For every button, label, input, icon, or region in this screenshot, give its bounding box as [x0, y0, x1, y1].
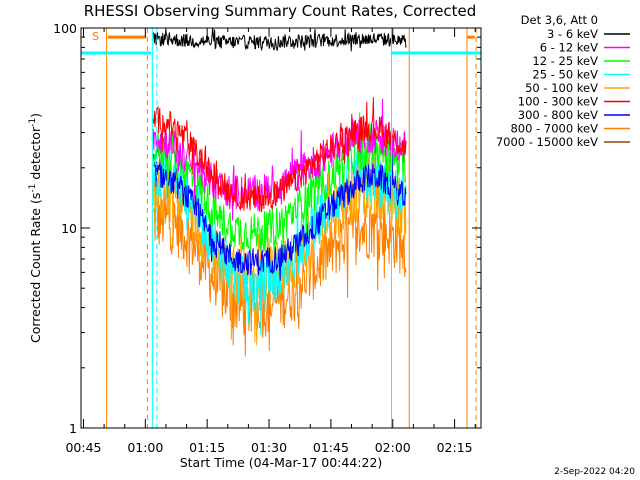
legend-entry-label: 12 - 25 keV	[532, 54, 598, 68]
legend-entry-label: 7000 - 15000 keV	[496, 135, 598, 149]
legend-entry-label: 50 - 100 keV	[525, 81, 598, 95]
footer-timestamp: 2-Sep-2022 04:20	[554, 467, 635, 477]
x-tick-label: 02:15	[437, 440, 473, 455]
legend-entry-label: 25 - 50 keV	[532, 68, 598, 82]
legend-entry-label: 3 - 6 keV	[547, 27, 598, 41]
x-axis-label: Start Time (04-Mar-17 00:44:22)	[180, 455, 383, 470]
x-tick-label: 01:00	[127, 440, 163, 455]
series-layer	[152, 28, 407, 357]
x-tick-label: 02:00	[375, 440, 411, 455]
series-line	[152, 28, 407, 52]
y-tick-label: 1	[69, 421, 77, 436]
y-axis-label: Corrected Count Rate (s-1 detector-1)	[28, 113, 43, 343]
legend-entry-label: 300 - 800 keV	[518, 108, 598, 122]
y-tick-label: 100	[53, 21, 77, 36]
legend-entry-label: 800 - 7000 keV	[510, 122, 598, 136]
x-tick-label: 01:15	[189, 440, 225, 455]
y-axis-label-tail: detector	[28, 126, 43, 184]
y-axis-label-tail-sup: -1	[28, 118, 38, 127]
legend-header: Det 3,6, Att 0	[521, 13, 598, 27]
x-tick-label: 00:45	[65, 440, 101, 455]
series-line	[152, 140, 407, 346]
plot-area: S	[81, 28, 481, 428]
saa-label: S	[92, 30, 99, 43]
legend-entry-label: 100 - 300 keV	[518, 95, 598, 109]
x-tick-label: 01:30	[251, 440, 287, 455]
y-axis-label-main: Corrected Count Rate (s	[28, 193, 43, 343]
series-line	[152, 97, 407, 213]
series-line	[152, 184, 407, 357]
x-tick-label: 01:45	[313, 440, 349, 455]
marker-layer: S	[81, 28, 481, 428]
y-axis: 1 10 100	[53, 21, 481, 436]
y-axis-label-end: )	[28, 113, 43, 118]
x-axis: 00:45 01:00 01:15 01:30 01:45 02:00 02:15	[65, 440, 472, 455]
legend-entry-label: 6 - 12 keV	[540, 41, 598, 55]
y-tick-label: 10	[61, 221, 77, 236]
chart-title: RHESSI Observing Summary Count Rates, Co…	[84, 2, 477, 20]
y-axis-label-sup: -1	[28, 184, 38, 193]
